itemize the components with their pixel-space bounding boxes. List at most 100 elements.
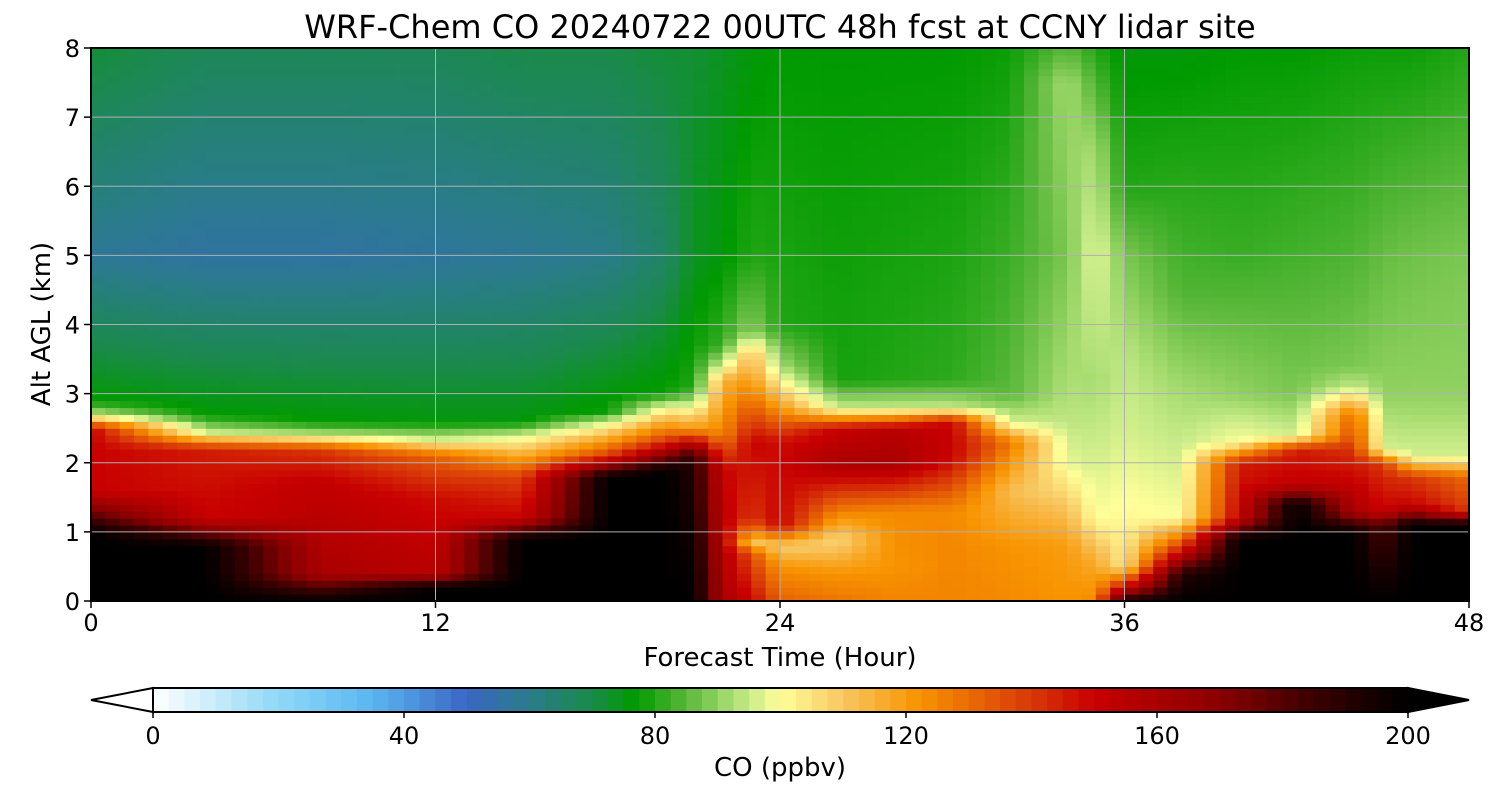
field-cell xyxy=(650,75,666,84)
field-cell xyxy=(177,96,193,104)
field-cell xyxy=(162,296,178,305)
field-cell xyxy=(263,110,279,118)
field-cell xyxy=(909,317,925,326)
field-cell xyxy=(851,193,867,201)
field-cell xyxy=(765,54,781,63)
field-cell xyxy=(765,151,781,160)
field-cell xyxy=(435,227,451,236)
field-cell xyxy=(492,580,508,588)
field-cell xyxy=(435,359,451,367)
field-cell xyxy=(607,289,623,298)
field-cell xyxy=(650,400,666,409)
field-cell xyxy=(105,338,121,346)
field-cell xyxy=(636,48,652,56)
field-cell xyxy=(263,490,279,498)
field-cell xyxy=(894,462,910,471)
field-cell xyxy=(952,130,968,139)
field-cell xyxy=(980,352,996,360)
field-cell xyxy=(579,580,594,588)
field-cell xyxy=(335,144,350,153)
field-cell xyxy=(349,504,365,512)
field-cell xyxy=(320,331,336,339)
field-cell xyxy=(349,255,365,263)
field-cell xyxy=(191,96,207,104)
field-cell xyxy=(263,594,279,601)
field-cell xyxy=(263,345,279,353)
field-cell xyxy=(550,234,566,243)
field-cell xyxy=(435,400,451,409)
field-cell xyxy=(435,303,451,312)
field-cell xyxy=(866,345,882,353)
field-cell xyxy=(320,296,336,305)
field-cell xyxy=(435,96,451,104)
field-cell xyxy=(780,331,795,339)
field-cell xyxy=(263,186,279,194)
field-cell xyxy=(693,566,709,574)
field-cell xyxy=(880,573,896,581)
field-cell xyxy=(119,172,135,180)
field-cell xyxy=(794,124,810,132)
field-cell xyxy=(823,365,839,374)
field-cell xyxy=(966,158,982,167)
field-cell xyxy=(521,234,537,243)
field-cell xyxy=(765,200,781,208)
field-cell xyxy=(492,200,508,208)
field-cell xyxy=(134,524,150,533)
field-cell xyxy=(751,68,767,77)
field-cell xyxy=(205,566,221,574)
field-cell xyxy=(205,110,221,118)
field-cell xyxy=(593,448,609,457)
field-cell xyxy=(464,531,480,540)
field-cell xyxy=(306,359,322,367)
field-cell xyxy=(291,220,307,229)
field-cell xyxy=(521,289,537,298)
field-cell xyxy=(205,68,221,77)
field-cell xyxy=(119,234,135,243)
field-cell xyxy=(363,566,379,574)
field-cell xyxy=(535,518,551,526)
field-cell xyxy=(392,303,408,312)
field-cell xyxy=(550,296,566,305)
field-cell xyxy=(851,497,867,505)
field-cell xyxy=(521,359,537,367)
field-cell xyxy=(521,54,537,63)
field-cell xyxy=(205,448,221,457)
field-cell xyxy=(909,504,925,512)
field-cell xyxy=(378,172,394,180)
field-cell xyxy=(837,213,853,222)
field-cell xyxy=(751,75,767,84)
field-cell xyxy=(909,573,925,581)
field-cell xyxy=(550,158,566,167)
field-cell xyxy=(134,414,150,422)
field-cell xyxy=(535,248,551,256)
field-cell xyxy=(306,545,322,554)
field-cell xyxy=(263,269,279,277)
field-cell xyxy=(421,559,437,568)
field-cell xyxy=(248,338,264,346)
field-cell xyxy=(794,193,810,201)
field-cell xyxy=(937,379,953,388)
field-cell xyxy=(966,61,982,70)
field-cell xyxy=(837,75,853,84)
field-cell xyxy=(119,248,135,256)
field-cell xyxy=(765,531,781,540)
field-cell xyxy=(291,372,307,381)
field-cell xyxy=(980,428,996,436)
field-cell xyxy=(177,68,193,77)
field-cell xyxy=(607,393,623,402)
field-cell xyxy=(91,158,106,167)
field-cell xyxy=(134,324,150,333)
field-cell xyxy=(837,504,853,512)
field-cell xyxy=(722,400,738,409)
field-cell xyxy=(751,89,767,97)
field-cell xyxy=(421,227,437,236)
field-cell xyxy=(837,580,853,588)
field-cell xyxy=(607,186,623,194)
field-cell xyxy=(794,289,810,298)
field-cell xyxy=(119,580,135,588)
field-cell xyxy=(765,414,781,422)
field-cell xyxy=(464,566,480,574)
field-cell xyxy=(765,545,781,554)
field-cell xyxy=(134,130,150,139)
field-cell xyxy=(679,103,695,111)
